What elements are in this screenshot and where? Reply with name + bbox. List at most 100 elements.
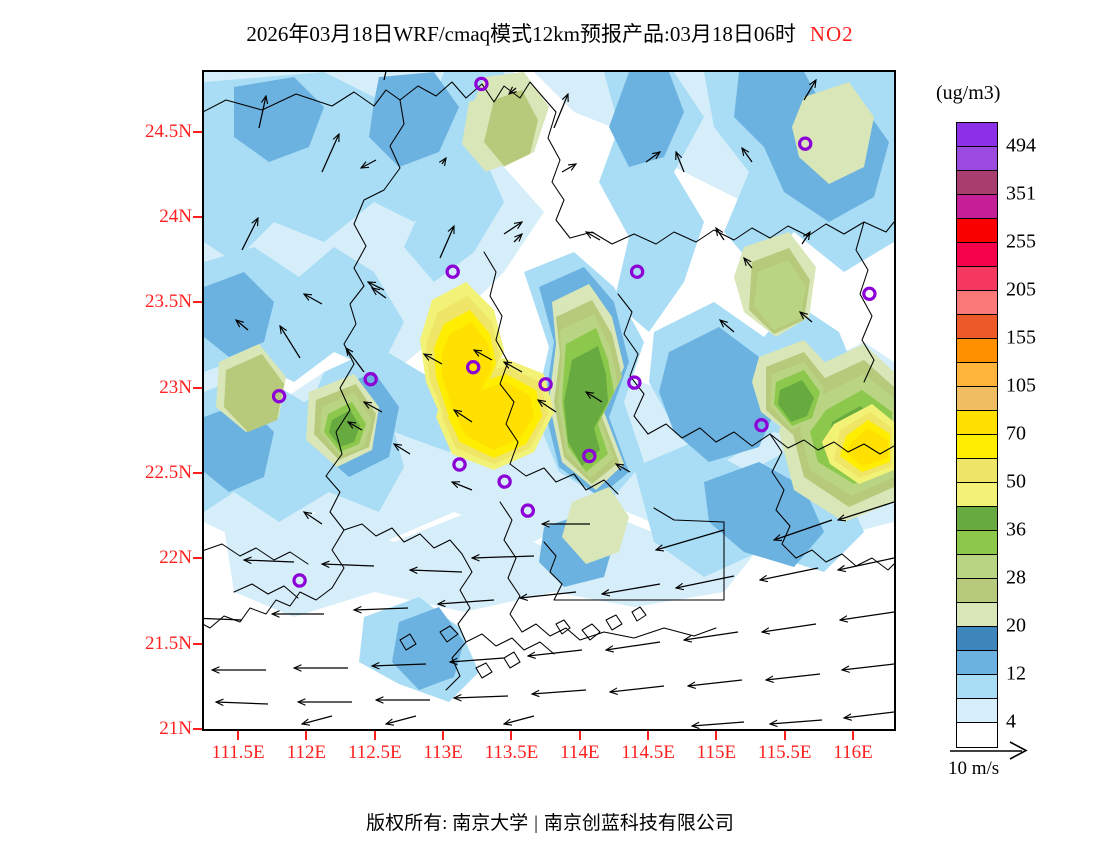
lon-tick-label: 115E	[696, 742, 737, 763]
colorbar-band	[957, 171, 997, 195]
lon-tick-label: 114E	[560, 742, 600, 763]
colorbar-band	[957, 507, 997, 531]
lon-tick-mark	[373, 731, 376, 740]
colorbar-tick-label: 105	[1006, 374, 1036, 397]
colorbar-band	[957, 459, 997, 483]
colorbar-tick-label: 36	[1006, 518, 1026, 541]
city-station-marker[interactable]	[497, 474, 512, 489]
lat-tick-mark	[193, 642, 202, 645]
lon-tick-label: 116E	[833, 742, 873, 763]
colorbar-tick-label: 28	[1006, 566, 1026, 589]
footer-copyright: 版权所有: 南京大学 | 南京创蓝科技有限公司	[0, 808, 1100, 835]
lat-tick-mark	[193, 301, 202, 304]
colorbar-tick-label: 205	[1006, 278, 1036, 301]
city-station-marker[interactable]	[798, 136, 813, 151]
lon-tick-label: 113.5E	[484, 742, 539, 763]
colorbar-tick-label: 70	[1006, 422, 1026, 445]
colorbar-tick-label: 4	[1006, 710, 1016, 733]
species-label: NO2	[809, 22, 854, 46]
lon-tick-label: 111.5E	[211, 742, 265, 763]
wind-vector-layer	[204, 72, 894, 726]
colorbar-tick-label: 50	[1006, 470, 1026, 493]
contour-map	[204, 72, 894, 729]
lon-tick-mark	[510, 731, 513, 740]
lat-tick-label: 22.5N	[145, 462, 192, 484]
wind-arrow-icon	[950, 741, 1028, 760]
city-station-marker[interactable]	[271, 389, 287, 404]
colorbar-band	[957, 147, 997, 171]
lat-tick-mark	[193, 130, 202, 133]
footer-separator: |	[534, 813, 538, 834]
lon-tick-mark	[783, 731, 786, 740]
colorbar-band	[957, 315, 997, 339]
colorbar[interactable]	[956, 122, 998, 748]
lon-tick-mark	[715, 731, 718, 740]
colorbar-band	[957, 627, 997, 651]
colorbar-tick-label: 12	[1006, 662, 1026, 685]
colorbar-band	[957, 363, 997, 387]
lat-tick-label: 24N	[159, 206, 192, 228]
colorbar-band	[957, 723, 997, 747]
lon-tick-mark	[647, 731, 650, 740]
colorbar-band	[957, 699, 997, 723]
lat-tick-label: 21.5N	[145, 632, 192, 654]
city-station-marker[interactable]	[452, 457, 467, 472]
colorbar-band	[957, 195, 997, 219]
lat-tick-label: 23.5N	[145, 291, 192, 313]
lon-tick-label: 114.5E	[621, 742, 675, 763]
lon-tick-label: 112E	[286, 742, 327, 763]
city-station-marker[interactable]	[445, 264, 460, 279]
colorbar-units-label: (ug/m3)	[936, 82, 1001, 104]
footer-owner: 版权所有: 南京大学	[366, 813, 529, 834]
colorbar-band	[957, 291, 997, 315]
lat-tick-mark	[193, 557, 202, 560]
boundary-layer	[204, 81, 894, 691]
lat-tick-mark	[193, 386, 202, 389]
colorbar-band	[957, 123, 997, 147]
lat-tick-label: 21N	[159, 718, 192, 739]
colorbar-band	[957, 675, 997, 699]
city-station-marker[interactable]	[520, 503, 535, 518]
lon-tick-mark	[237, 731, 240, 740]
lat-tick-label: 22N	[159, 547, 192, 569]
city-station-marker[interactable]	[629, 264, 645, 279]
city-station-marker[interactable]	[292, 573, 307, 588]
city-station-marker[interactable]	[754, 418, 769, 433]
lon-tick-label: 113E	[423, 742, 463, 763]
wind-scale-label: 10 m/s	[948, 758, 1000, 779]
colorbar-tick-label: 351	[1006, 182, 1036, 205]
lon-tick-mark	[442, 731, 445, 740]
city-station-marker[interactable]	[862, 286, 877, 301]
colorbar-band	[957, 219, 997, 243]
lon-tick-mark	[305, 731, 308, 740]
colorbar-band	[957, 267, 997, 291]
footer-company: 南京创蓝科技有限公司	[543, 813, 734, 834]
lat-tick-label: 24.5N	[145, 120, 192, 142]
city-station-marker[interactable]	[627, 375, 642, 390]
colorbar-band	[957, 579, 997, 603]
city-station-marker[interactable]	[538, 377, 553, 392]
colorbar-band	[957, 243, 997, 267]
city-station-marker[interactable]	[466, 360, 481, 375]
city-marker-layer[interactable]	[271, 76, 877, 588]
colorbar-band	[957, 531, 997, 555]
colorbar-band	[957, 387, 997, 411]
page-title: 2026年03月18日WRF/cmaq模式12km预报产品:03月18日06时 N…	[0, 18, 1100, 48]
lon-tick-mark	[578, 731, 581, 740]
colorbar-band	[957, 339, 997, 363]
colorbar-tick-label: 494	[1006, 134, 1036, 157]
city-station-marker[interactable]	[582, 448, 597, 464]
lat-tick-mark	[193, 472, 202, 475]
colorbar-band	[957, 555, 997, 579]
lon-tick-mark	[852, 731, 854, 740]
lat-tick-mark	[193, 216, 202, 219]
map-plot-area[interactable]	[202, 70, 896, 731]
colorbar-band	[957, 651, 997, 675]
colorbar-tick-label: 155	[1006, 326, 1036, 349]
lat-tick-label: 23N	[159, 376, 192, 398]
city-station-marker[interactable]	[474, 76, 489, 92]
lat-tick-mark	[193, 728, 202, 730]
city-station-marker[interactable]	[363, 372, 378, 387]
lon-tick-label: 115.5E	[757, 742, 812, 763]
colorbar-band	[957, 603, 997, 627]
